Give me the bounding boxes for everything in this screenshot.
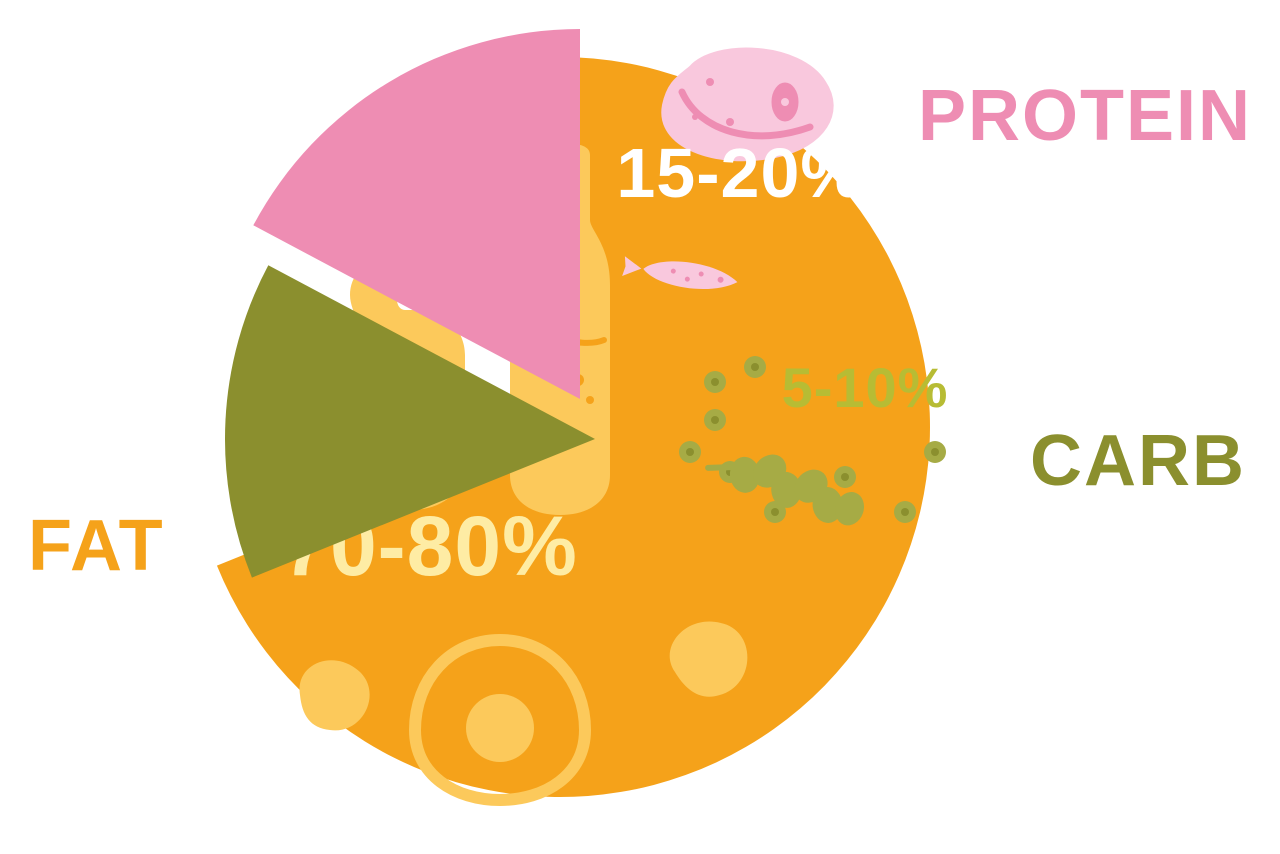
carb-label: CARB xyxy=(1030,420,1246,502)
fat-label: FAT xyxy=(28,505,165,587)
protein-label: PROTEIN xyxy=(918,75,1252,157)
carb-value: 5-10% xyxy=(782,356,949,419)
protein-value: 15-20% xyxy=(616,134,863,212)
